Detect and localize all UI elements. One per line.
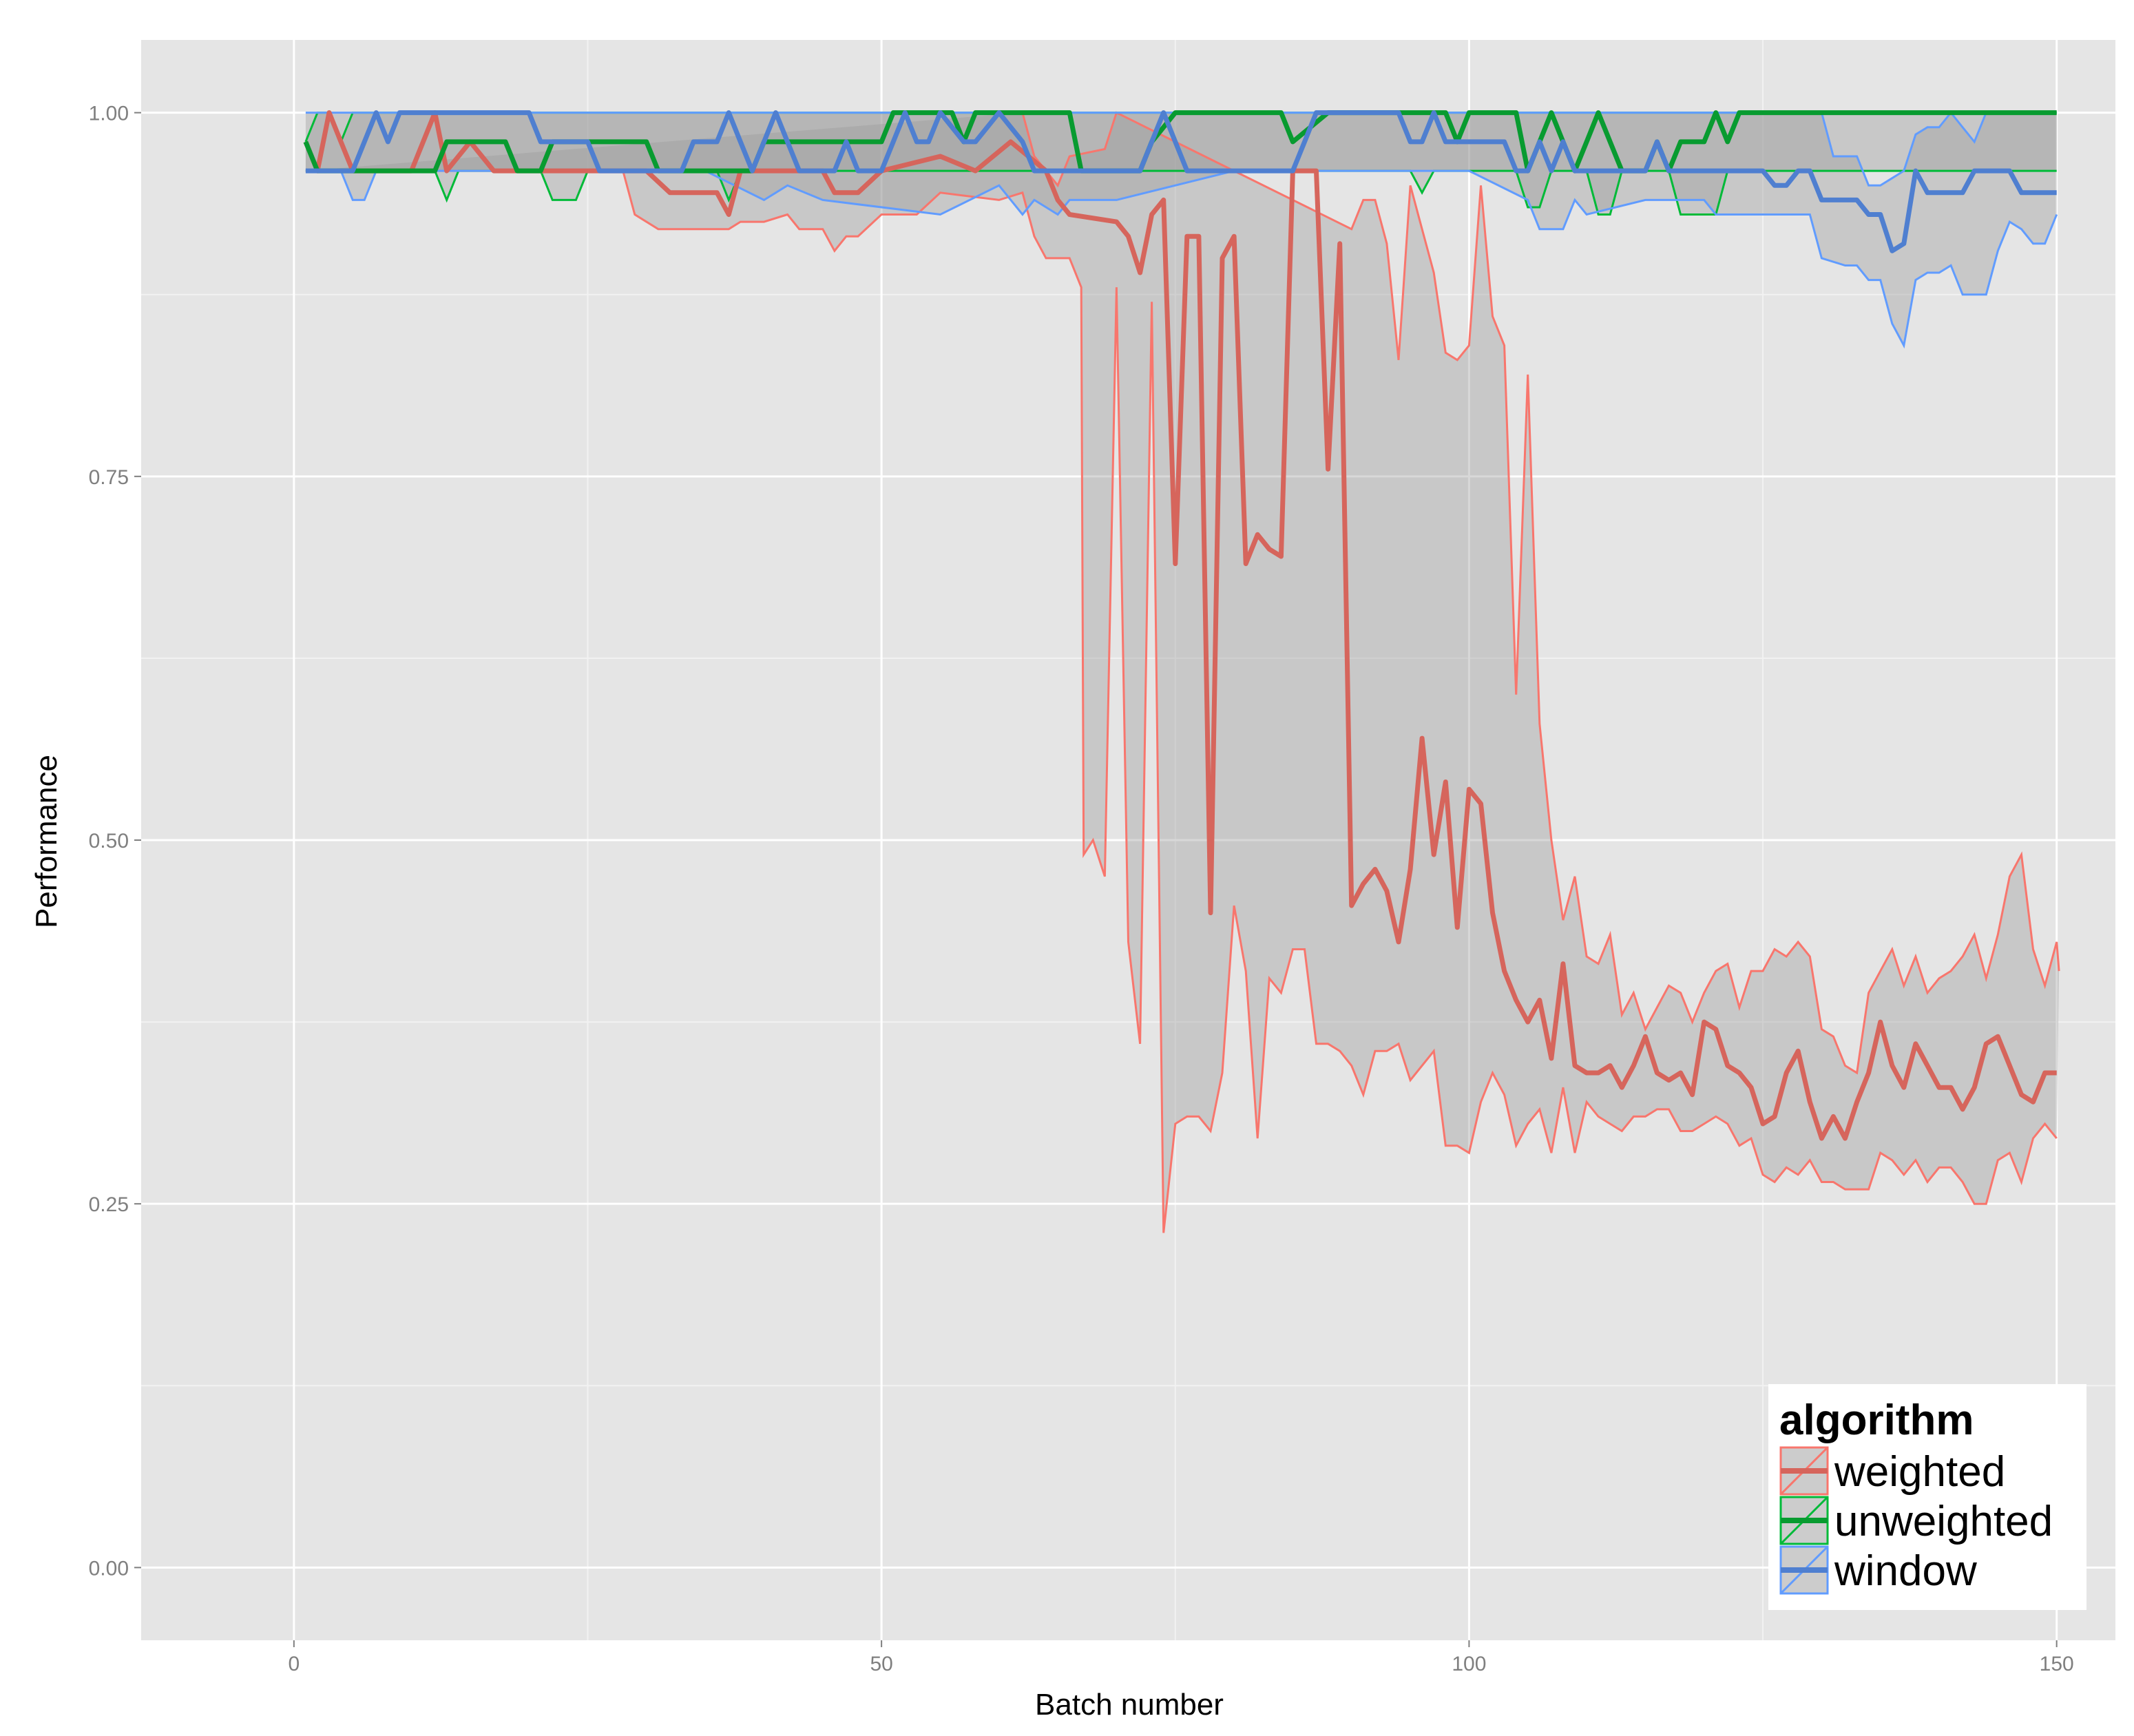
x-tick-label: 150 [2040,1653,2074,1675]
lower-bound-weighted [305,169,2058,1233]
y-tick-label: 0.75 [89,466,129,489]
y-axis-title: Performance [30,755,63,928]
ribbon-unweighted [305,112,2057,215]
x-axis-ticks: 0 50 100 150 [289,1640,2074,1675]
mean-line-window [305,110,2057,253]
y-tick-label: 0.50 [89,830,129,853]
legend-label-window: window [1834,1547,1977,1595]
y-tick-label: 1.00 [89,103,129,125]
ribbon-weighted [305,112,2060,1233]
x-tick-label: 100 [1452,1653,1486,1675]
x-tick-label: 50 [870,1653,892,1675]
upper-bound-weighted [1021,111,2060,1075]
y-axis-ticks: 0.00 0.25 0.50 0.75 1.00 [89,103,141,1580]
legend-label-unweighted: unweighted [1834,1498,2053,1545]
y-tick-label: 0.25 [89,1193,129,1216]
y-tick-label: 0.00 [89,1557,129,1580]
mean-line-weighted [303,110,2057,1141]
x-axis-title: Batch number [1035,1688,1224,1722]
lower-bound-window [305,169,2058,349]
legend-label-weighted: weighted [1834,1448,2005,1496]
x-tick-label: 0 [289,1653,300,1675]
upper-bound-window [305,111,2057,187]
legend-title: algorithm [1779,1397,1974,1444]
series-mean-lines [303,110,2057,1141]
